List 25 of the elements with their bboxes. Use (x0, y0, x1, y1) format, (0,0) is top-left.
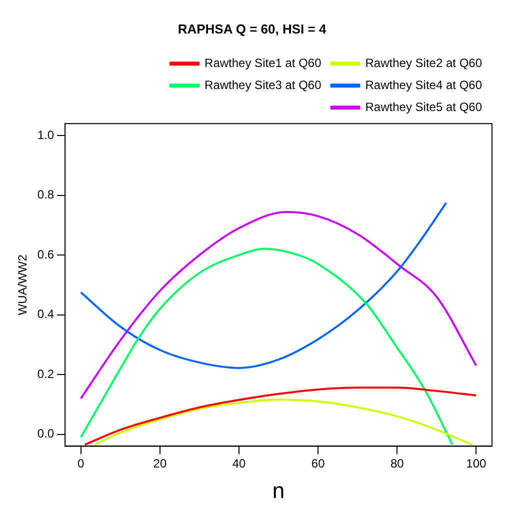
line-series (84, 386, 478, 446)
legend-label: Rawthey Site2 at Q60 (365, 56, 482, 70)
line-series (80, 211, 478, 400)
legend-label: Rawthey Site5 at Q60 (365, 100, 482, 114)
x-axis-title: n (272, 478, 285, 503)
line-series (94, 398, 474, 446)
x-tick-label: 100 (466, 456, 487, 471)
y-tick-label: 0.2 (37, 366, 54, 381)
line-series (80, 248, 454, 446)
line-series (80, 202, 448, 369)
y-tick-label: 0.6 (37, 247, 54, 262)
y-axis-title: WUA/WW2 (16, 254, 30, 316)
x-tick-label: 20 (153, 456, 167, 471)
legend-label: Rawthey Site1 at Q60 (204, 56, 322, 70)
legend-label: Rawthey Site4 at Q60 (365, 78, 482, 92)
x-tick-label: 80 (390, 456, 404, 471)
y-tick-label: 0.0 (37, 426, 54, 441)
legend-label: Rawthey Site3 at Q60 (204, 78, 322, 92)
y-tick-label: 0.8 (37, 188, 54, 202)
y-tick-label: 1.0 (37, 128, 54, 142)
x-tick-label: 0 (78, 456, 85, 471)
x-tick-label: 60 (311, 456, 326, 471)
x-tick-label: 40 (232, 456, 246, 471)
chart-title: RAPHSA Q = 60, HSI = 4 (178, 21, 327, 36)
y-tick-label: 0.4 (37, 307, 54, 322)
